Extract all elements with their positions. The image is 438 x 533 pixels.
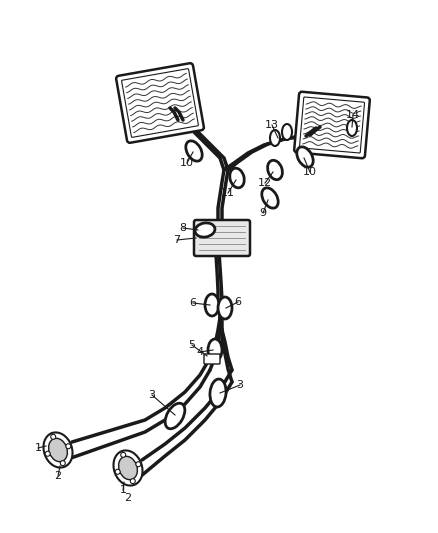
Ellipse shape [208,339,222,361]
Text: 13: 13 [265,120,279,130]
Text: 14: 14 [346,110,360,120]
Ellipse shape [347,120,357,136]
Text: 11: 11 [221,188,235,198]
Ellipse shape [115,469,120,474]
FancyBboxPatch shape [116,63,204,143]
Text: 9: 9 [259,208,267,218]
FancyBboxPatch shape [204,354,220,364]
Ellipse shape [49,438,67,462]
Ellipse shape [66,444,71,449]
Ellipse shape [210,379,226,407]
Ellipse shape [205,294,219,316]
Ellipse shape [282,124,292,140]
FancyBboxPatch shape [194,220,250,256]
Text: 6: 6 [190,298,197,308]
Ellipse shape [113,450,142,486]
Ellipse shape [130,479,135,483]
Text: 2: 2 [54,471,62,481]
Text: 6: 6 [234,297,241,307]
Ellipse shape [119,456,138,480]
Ellipse shape [186,141,202,161]
Text: 12: 12 [258,178,272,188]
Ellipse shape [297,147,313,167]
Text: 10: 10 [303,167,317,177]
Ellipse shape [121,453,126,457]
Text: 3: 3 [148,390,155,400]
Ellipse shape [136,462,141,467]
Text: 3: 3 [237,380,244,390]
Text: 4: 4 [196,347,204,357]
Ellipse shape [51,434,56,439]
FancyBboxPatch shape [294,92,370,158]
Ellipse shape [218,297,232,319]
Text: 8: 8 [180,223,187,233]
Ellipse shape [165,403,185,429]
Ellipse shape [230,168,244,188]
Ellipse shape [270,130,280,146]
Ellipse shape [45,451,50,456]
Ellipse shape [60,461,65,466]
Text: 10: 10 [180,158,194,168]
Text: 5: 5 [188,340,195,350]
Ellipse shape [195,223,215,237]
Text: 2: 2 [124,493,131,503]
Ellipse shape [43,432,73,467]
Ellipse shape [268,160,283,180]
Text: 1: 1 [35,443,42,453]
Ellipse shape [262,188,278,208]
Text: 7: 7 [173,235,180,245]
Text: 1: 1 [120,485,127,495]
